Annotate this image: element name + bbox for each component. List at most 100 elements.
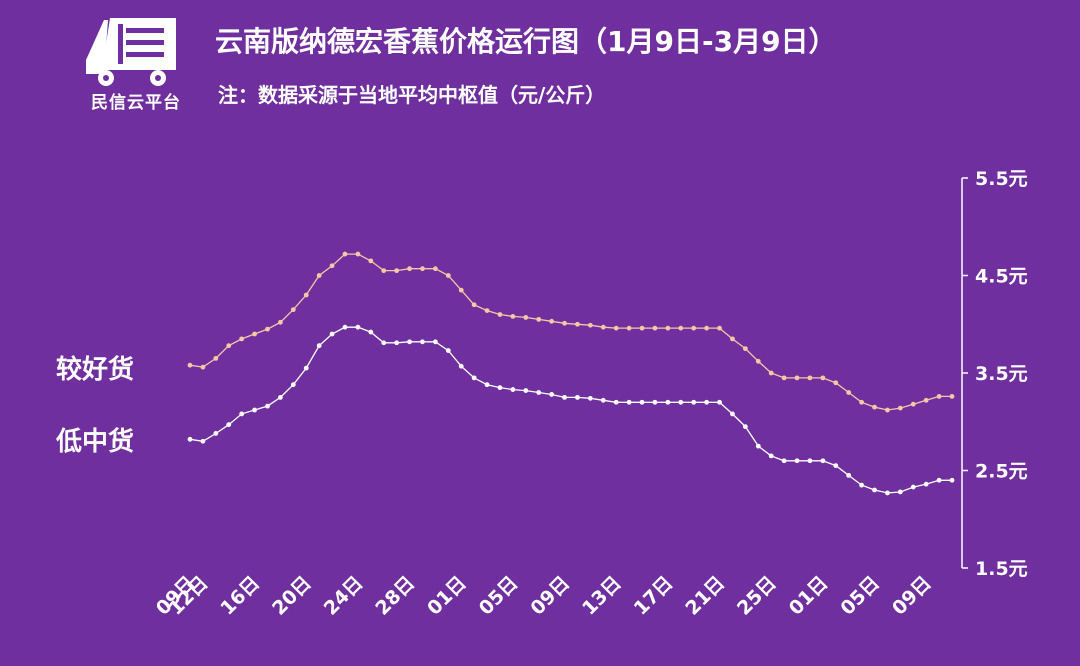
data-point (329, 263, 335, 269)
chart-subtitle: 注：数据采源于当地平均中枢值（元/公斤） (218, 83, 606, 107)
data-point (717, 399, 722, 405)
x-tick-label: 09日 (526, 572, 574, 620)
x-tick-label: 28日 (371, 572, 419, 620)
data-point (226, 422, 232, 428)
data-point (755, 443, 761, 449)
data-point (781, 375, 787, 381)
data-point (497, 385, 503, 391)
data-point (355, 324, 361, 330)
data-point (742, 424, 748, 430)
data-point (678, 399, 684, 405)
data-point (407, 266, 412, 272)
data-point (652, 325, 658, 331)
data-point (781, 458, 787, 464)
y-tick-label: 5.5元 (975, 168, 1028, 190)
data-point (252, 407, 257, 413)
data-point (355, 251, 361, 257)
x-tick-label: 24日 (320, 572, 368, 620)
x-tick-label: 20日 (268, 572, 316, 620)
x-tick-label: 13日 (578, 572, 626, 620)
y-tick-label: 1.5元 (975, 558, 1028, 580)
data-point (665, 399, 671, 405)
series-layer (187, 251, 955, 496)
data-point (730, 411, 735, 417)
data-point (316, 343, 322, 349)
data-point (226, 343, 232, 349)
data-point (678, 325, 684, 331)
data-point (872, 487, 877, 493)
data-point (278, 319, 283, 325)
series-label-low: 低中货 (55, 426, 134, 457)
data-point (484, 382, 490, 388)
data-point (794, 375, 800, 381)
y-tick-label: 3.5元 (975, 363, 1028, 385)
data-point (587, 395, 593, 401)
logo-text: 民信云平台 (91, 93, 181, 113)
data-point (626, 399, 632, 405)
data-point (432, 339, 438, 345)
data-point (290, 307, 296, 313)
data-point (936, 477, 942, 483)
data-point (536, 390, 542, 395)
data-point (910, 401, 916, 407)
data-point (213, 431, 219, 436)
series-line-0 (189, 253, 952, 411)
data-point (200, 438, 206, 444)
data-point (549, 392, 555, 397)
x-tick-label: 21日 (681, 572, 729, 620)
data-point (730, 336, 735, 342)
data-point (833, 463, 839, 469)
data-point (949, 394, 955, 399)
data-point (187, 436, 193, 442)
x-tick-label: 09日 (888, 572, 936, 620)
data-point (936, 394, 942, 399)
y-tick-label: 2.5元 (975, 461, 1028, 483)
data-point (897, 405, 903, 411)
data-point (278, 394, 283, 400)
data-point (303, 292, 309, 298)
data-point (458, 287, 464, 293)
data-point (239, 411, 245, 417)
data-point (639, 399, 645, 405)
data-point (394, 340, 400, 346)
data-point (200, 364, 206, 370)
data-point (523, 315, 529, 320)
series-line-1 (189, 326, 952, 494)
data-point (742, 346, 748, 352)
data-point (613, 399, 619, 405)
data-point (691, 399, 697, 405)
data-point (846, 390, 852, 395)
data-point (872, 404, 877, 410)
data-point (484, 308, 490, 313)
data-point (420, 266, 425, 272)
data-point (910, 484, 916, 490)
data-point (445, 348, 451, 353)
data-point (536, 316, 542, 322)
data-point (639, 325, 645, 331)
data-point (820, 375, 826, 381)
data-point (923, 481, 929, 487)
data-point (549, 318, 555, 324)
data-point (445, 273, 451, 278)
data-point (691, 325, 697, 331)
chart-title: 云南版纳德宏香蕉价格运行图（1月9日-3月9日） (215, 25, 837, 58)
x-tick-label: 17日 (630, 572, 678, 620)
data-point (342, 251, 348, 257)
x-tick-label: 01日 (785, 572, 833, 620)
data-point (471, 302, 477, 308)
data-point (407, 339, 412, 345)
data-point (394, 268, 400, 274)
data-point (265, 326, 270, 332)
data-point (626, 325, 632, 331)
data-point (265, 403, 270, 409)
data-point (316, 273, 322, 278)
data-point (820, 458, 826, 464)
data-point (949, 477, 955, 483)
data-point (420, 339, 425, 345)
data-point (458, 363, 464, 369)
data-point (432, 266, 438, 272)
data-point (368, 258, 374, 264)
data-point (704, 325, 710, 331)
